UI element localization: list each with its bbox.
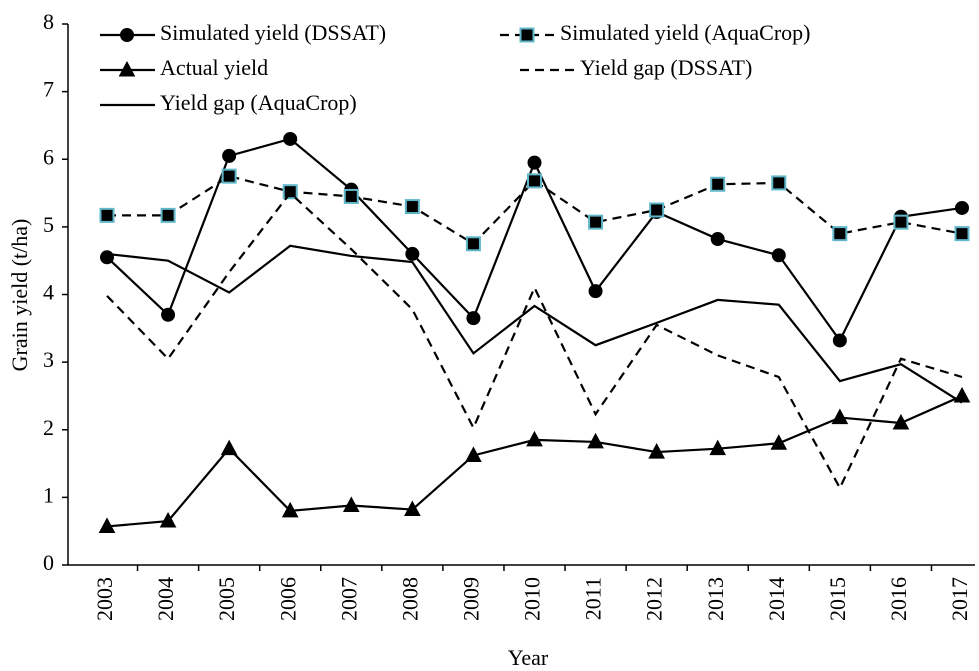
point (832, 333, 847, 348)
point (161, 307, 176, 322)
point (832, 226, 848, 242)
y-tick-label: 7 (43, 77, 54, 102)
x-tick-label: 2003 (92, 577, 117, 621)
point (893, 214, 909, 230)
x-axis-label: Year (508, 645, 549, 670)
point (404, 199, 420, 215)
y-tick-label: 8 (43, 9, 54, 34)
point (343, 188, 359, 204)
x-tick-label: 2012 (642, 577, 667, 621)
point (955, 200, 969, 215)
point (220, 439, 238, 456)
point (98, 517, 116, 533)
y-tick-label: 1 (43, 482, 54, 507)
x-tick-label: 2013 (703, 577, 728, 621)
x-tick-label: 2009 (458, 577, 483, 621)
legend-label: Actual yield (160, 55, 268, 80)
x-tick-label: 2007 (336, 577, 361, 621)
point (649, 202, 665, 218)
x-tick-label: 2005 (214, 577, 239, 621)
point (954, 226, 970, 242)
point (342, 496, 360, 512)
legend-label: Yield gap (DSSAT) (580, 55, 752, 80)
point (466, 311, 481, 326)
point (771, 248, 786, 263)
point (283, 131, 298, 146)
point (710, 232, 725, 247)
x-tick-label: 2014 (764, 577, 789, 621)
point (709, 439, 727, 456)
point (527, 173, 542, 189)
y-tick-label: 5 (43, 212, 54, 237)
point (221, 168, 237, 184)
x-tick-label: 2010 (520, 577, 545, 621)
legend-marker (118, 60, 136, 77)
point (405, 246, 420, 261)
point (404, 500, 421, 517)
series-line (106, 191, 963, 491)
y-tick-label: 3 (43, 347, 54, 372)
point (160, 207, 176, 223)
x-tick-label: 2006 (275, 577, 300, 621)
point (222, 148, 237, 163)
point (281, 501, 299, 518)
y-tick-label: 6 (43, 144, 54, 169)
x-tick-label: 2016 (886, 577, 911, 621)
point (465, 236, 481, 252)
legend-marker (519, 27, 535, 43)
x-tick-label: 2015 (825, 577, 850, 621)
point (770, 434, 788, 450)
point (892, 413, 910, 430)
series-line (106, 244, 963, 404)
point (99, 207, 115, 223)
y-tick-label: 0 (43, 550, 54, 575)
x-tick-label: 2017 (947, 577, 972, 621)
point (587, 432, 604, 449)
series-line (107, 174, 963, 246)
point (710, 176, 726, 192)
series-line (106, 394, 963, 528)
legend-marker (120, 28, 134, 42)
point (527, 155, 542, 170)
point (588, 214, 604, 230)
point (588, 284, 603, 299)
point (771, 175, 787, 191)
y-tick-label: 2 (43, 415, 54, 440)
legend-label: Simulated yield (DSSAT) (160, 20, 386, 45)
x-tick-label: 2004 (153, 577, 178, 621)
legend-label: Yield gap (AquaCrop) (160, 90, 357, 115)
x-tick-label: 2011 (581, 577, 606, 620)
point (159, 511, 177, 528)
point (648, 443, 665, 459)
y-tick-label: 4 (43, 280, 54, 305)
point (831, 408, 849, 425)
x-tick-label: 2008 (397, 577, 422, 621)
legend-label: Simulated yield (AquaCrop) (560, 20, 811, 45)
y-axis-label: Grain yield (t/ha) (7, 219, 32, 372)
point (526, 430, 543, 447)
point (465, 446, 482, 462)
point (100, 250, 114, 265)
